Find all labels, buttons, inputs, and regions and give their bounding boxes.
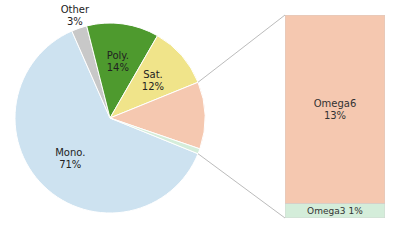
pie-label-text: 71% — [59, 159, 81, 170]
bar-plot — [285, 15, 385, 218]
bar-label-text: 1% — [349, 206, 364, 216]
chart: Mono.71%Other3%Poly.14%Sat.12%Omega31%Om… — [0, 0, 400, 233]
pie-slice — [110, 82, 205, 149]
pie-label-text: Poly. — [107, 50, 129, 61]
bar-label-text: Omega6 — [314, 98, 357, 109]
pie-label: Sat.12% — [142, 69, 164, 92]
pie-label: Other3% — [61, 4, 90, 27]
pie-label: Mono.71% — [55, 147, 85, 170]
pie-slice — [110, 118, 200, 154]
pie-label-text: Other — [61, 4, 90, 15]
bar-label-text: Omega3 — [307, 206, 345, 216]
connectors — [198, 15, 285, 218]
pie-label-text: 3% — [67, 16, 83, 27]
bar-segment — [285, 204, 385, 219]
pie-label-text: 12% — [142, 81, 164, 92]
pie-label-text: 14% — [107, 62, 129, 73]
bar-labels: Omega3 1% Omega613% — [307, 98, 363, 216]
pie — [15, 23, 205, 213]
bar-label: Omega3 1% — [307, 206, 363, 216]
connector-line — [198, 154, 285, 218]
pie-label: Poly.14% — [107, 50, 129, 73]
pie-labels: Mono.71% Other3% Poly.14% Sat.12% — [55, 4, 164, 170]
pie-label-text: Mono. — [55, 147, 85, 158]
connector-line — [198, 15, 285, 82]
pie-label-text: Sat. — [143, 69, 163, 80]
bar-label: Omega613% — [314, 98, 357, 121]
bar-label-text: 13% — [324, 110, 346, 121]
bar-segment — [285, 15, 385, 204]
